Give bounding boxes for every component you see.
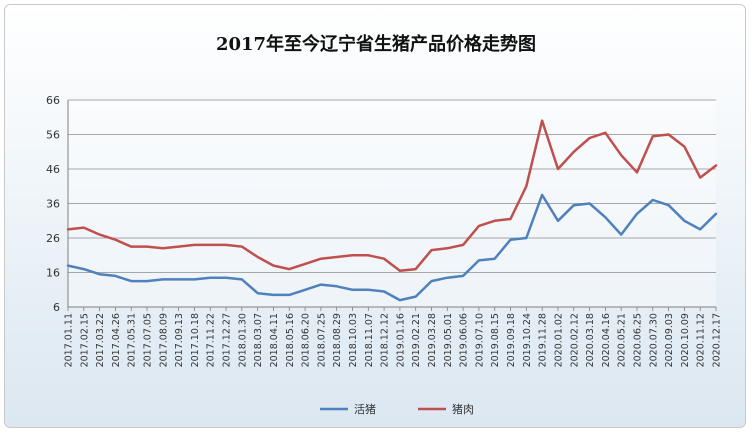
x-tick-label: 2017.08.09	[158, 313, 169, 367]
x-tick-label: 2018.03.07	[253, 313, 264, 367]
y-tick-label: 26	[46, 232, 60, 245]
x-tick-label: 2020.03.18	[585, 313, 596, 367]
x-tick-label: 2018.05.16	[285, 313, 296, 367]
y-tick-label: 36	[46, 198, 60, 211]
x-tick-label: 2017.03.22	[95, 313, 106, 367]
x-tick-label: 2018.11.07	[364, 313, 375, 367]
y-tick-label: 16	[46, 267, 60, 280]
y-tick-label: 46	[46, 163, 60, 176]
x-tick-label: 2020.10.09	[680, 313, 691, 367]
x-tick-label: 2017.12.27	[222, 313, 233, 367]
x-tick-label: 2018.08.29	[332, 313, 343, 367]
x-tick-label: 2019.03.28	[427, 313, 438, 367]
x-tick-label: 2020.02.12	[569, 313, 580, 367]
x-tick-label: 2020.09.03	[664, 313, 675, 367]
x-tick-label: 2020.04.16	[601, 313, 612, 367]
x-tick-label: 2020.07.30	[648, 313, 659, 367]
x-tick-label: 2017.11.22	[206, 313, 217, 367]
x-tick-label: 2017.10.18	[190, 313, 201, 367]
x-tick-label: 2018.01.30	[237, 313, 248, 367]
chart-title: 2017年至今辽宁省生猪产品价格走势图	[215, 34, 537, 55]
series-line-pork	[66, 119, 718, 273]
x-tick-label: 2018.07.25	[316, 313, 327, 367]
x-tick-label: 2020.06.25	[632, 313, 643, 367]
x-tick-label: 2019.01.16	[395, 313, 406, 367]
x-tick-label: 2017.05.31	[127, 313, 138, 367]
x-tick-label: 2019.05.01	[443, 313, 454, 367]
x-tick-label: 2017.02.15	[79, 313, 90, 367]
y-tick-label: 6	[53, 301, 60, 314]
x-tick-label: 2019.07.10	[474, 313, 485, 367]
x-tick-label: 2018.12.12	[380, 313, 391, 367]
x-tick-label: 2019.10.24	[522, 313, 533, 367]
x-tick-label: 2017.07.05	[143, 313, 154, 367]
chart-frame	[4, 4, 746, 428]
legend-label: 猪肉	[452, 403, 474, 416]
x-tick-label: 2019.08.15	[490, 313, 501, 367]
x-tick-label: 2019.02.21	[411, 313, 422, 367]
x-tick-label: 2018.04.11	[269, 313, 280, 367]
x-tick-label: 2018.10.03	[348, 313, 359, 367]
y-tick-label: 66	[46, 94, 60, 107]
x-tick-label: 2019.09.18	[506, 313, 517, 367]
x-tick-label: 2017.01.11	[64, 313, 75, 367]
legend-label: 活猪	[354, 403, 376, 416]
x-tick-label: 2019.11.28	[538, 313, 549, 367]
x-tick-label: 2019.06.06	[459, 313, 470, 367]
x-tick-label: 2020.12.17	[712, 313, 723, 367]
y-tick-label: 56	[46, 129, 60, 142]
x-tick-label: 2020.05.21	[617, 313, 628, 367]
x-tick-label: 2017.09.13	[174, 313, 185, 367]
x-tick-label: 2020.11.12	[696, 313, 707, 367]
x-tick-label: 2017.04.26	[111, 313, 122, 367]
x-tick-label: 2020.01.02	[553, 313, 564, 367]
series-line-live-hog	[66, 193, 718, 302]
x-tick-label: 2018.06.20	[301, 313, 312, 367]
